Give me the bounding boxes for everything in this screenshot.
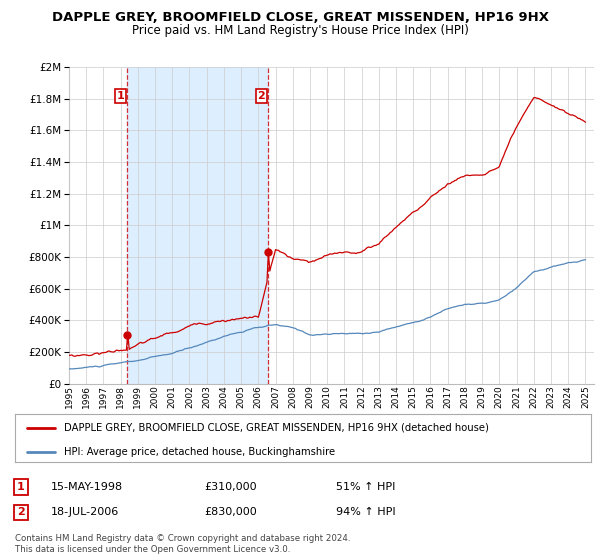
Text: HPI: Average price, detached house, Buckinghamshire: HPI: Average price, detached house, Buck…: [64, 446, 335, 456]
Text: DAPPLE GREY, BROOMFIELD CLOSE, GREAT MISSENDEN, HP16 9HX (detached house): DAPPLE GREY, BROOMFIELD CLOSE, GREAT MIS…: [64, 423, 489, 433]
Text: 51% ↑ HPI: 51% ↑ HPI: [336, 482, 395, 492]
Bar: [127, 67, 268, 384]
Text: Price paid vs. HM Land Registry's House Price Index (HPI): Price paid vs. HM Land Registry's House …: [131, 24, 469, 36]
Text: Contains HM Land Registry data © Crown copyright and database right 2024.
This d: Contains HM Land Registry data © Crown c…: [15, 534, 350, 554]
Text: 94% ↑ HPI: 94% ↑ HPI: [336, 507, 395, 517]
Text: £310,000: £310,000: [204, 482, 257, 492]
Text: 1: 1: [17, 482, 25, 492]
Text: 15-MAY-1998: 15-MAY-1998: [51, 482, 123, 492]
Text: 1: 1: [116, 91, 124, 101]
Text: 2: 2: [17, 507, 25, 517]
Text: 18-JUL-2006: 18-JUL-2006: [51, 507, 119, 517]
Text: DAPPLE GREY, BROOMFIELD CLOSE, GREAT MISSENDEN, HP16 9HX: DAPPLE GREY, BROOMFIELD CLOSE, GREAT MIS…: [52, 11, 548, 24]
Text: £830,000: £830,000: [204, 507, 257, 517]
Text: 2: 2: [257, 91, 265, 101]
